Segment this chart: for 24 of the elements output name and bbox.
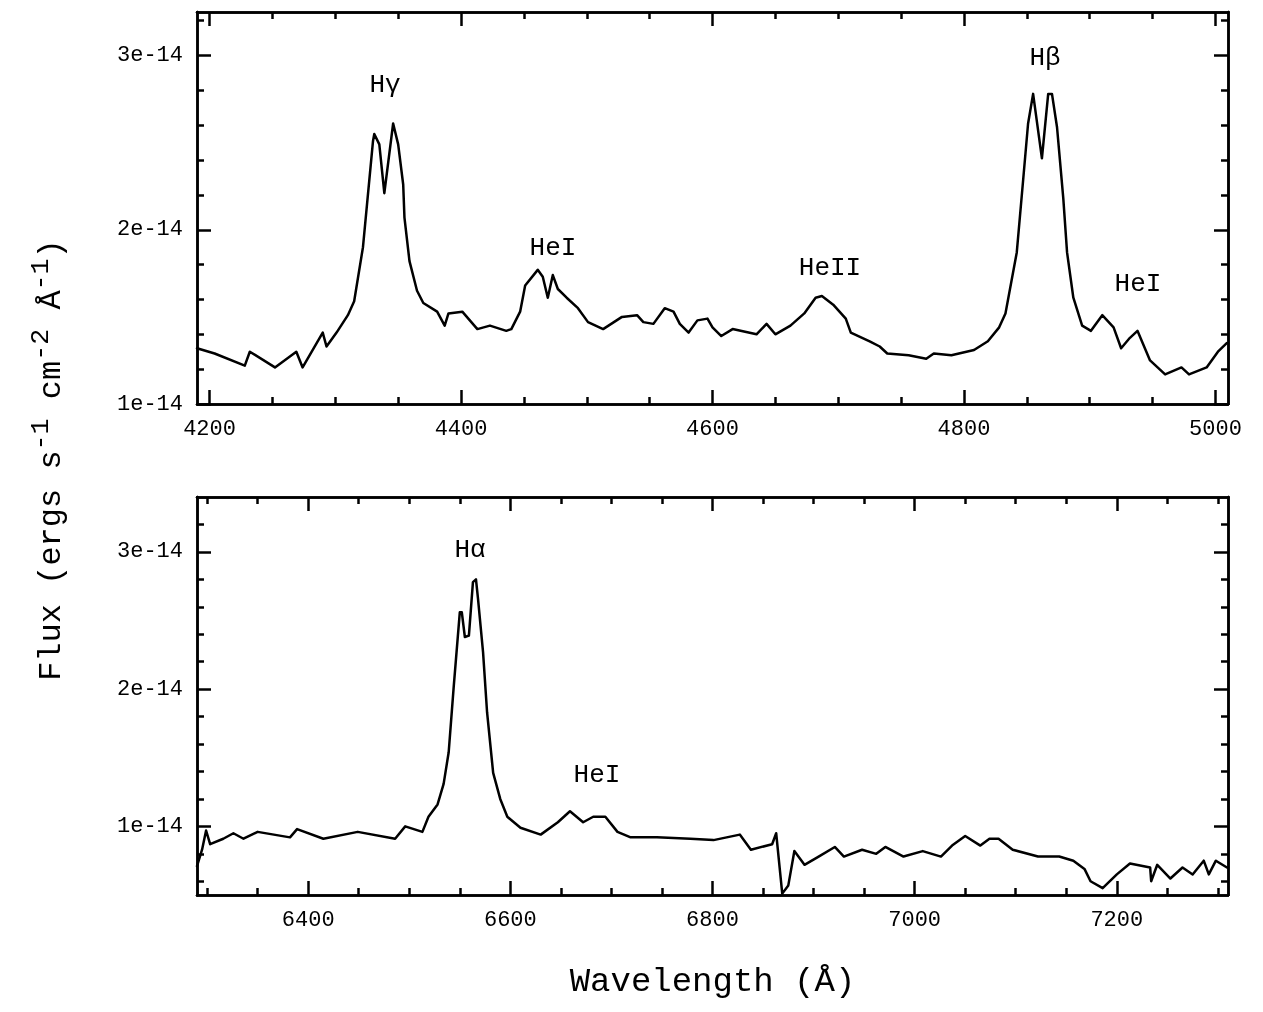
y-tick-label: 2e-14: [116, 217, 183, 243]
annotation: HeII: [798, 253, 862, 283]
x-tick-label: 7200: [1090, 907, 1144, 933]
y-tick-label: 2e-14: [116, 676, 183, 702]
annotation: HeI: [1114, 269, 1162, 299]
y-tick-label: 3e-14: [116, 43, 183, 69]
y-tick-label: 1e-14: [116, 813, 183, 839]
x-tick-label: 4400: [434, 416, 488, 442]
x-tick-label: 4600: [686, 416, 739, 442]
x-tick-label: 5000: [1189, 416, 1242, 442]
x-tick-label: 6400: [281, 907, 335, 933]
x-tick-label: 4200: [183, 416, 236, 442]
annotation: Hβ: [1029, 43, 1061, 73]
y-tick-label: 3e-14: [116, 539, 183, 565]
x-axis-title: Wavelength (Å): [569, 963, 856, 1001]
x-tick-label: 4800: [937, 416, 991, 442]
annotation: Hα: [454, 535, 486, 565]
x-tick-label: 6800: [686, 907, 739, 933]
annotation: HeI: [573, 760, 621, 790]
y-tick-label: 1e-14: [116, 391, 183, 417]
x-tick-label: 7000: [888, 907, 942, 933]
annotation: HeI: [529, 233, 577, 263]
x-tick-label: 6600: [483, 907, 537, 933]
annotation: Hγ: [369, 70, 401, 100]
